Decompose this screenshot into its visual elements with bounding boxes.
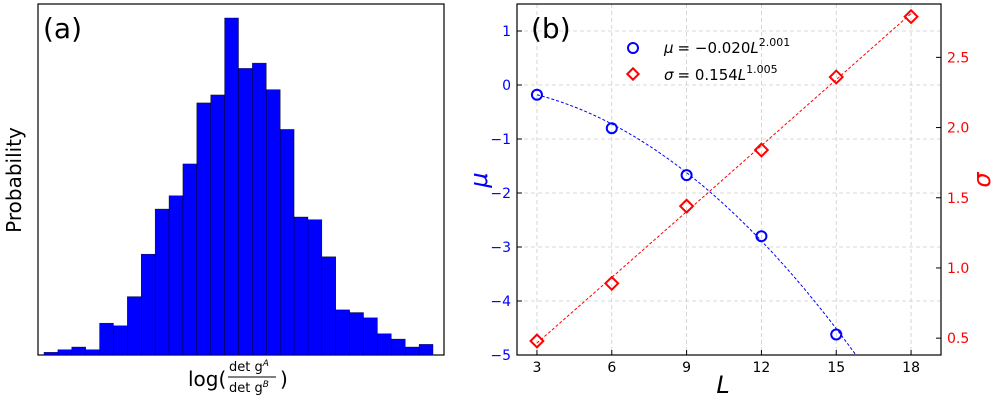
histogram-bar <box>418 344 434 356</box>
histogram-bar <box>321 256 336 356</box>
histogram-bar <box>71 346 86 356</box>
axis-ticks: 3 6 9 12 15 18 1 0 −1 −2 −3 −4 −5 0.5 1.0 1.5 2.0 2.5 <box>490 24 969 376</box>
histogram-bar <box>168 195 184 356</box>
y-axis-label-mu: μ <box>465 172 493 188</box>
histogram-bar <box>210 94 225 356</box>
histogram-bar <box>127 296 142 356</box>
x-tick-label: 6 <box>607 360 616 376</box>
data-point-circle <box>605 122 618 135</box>
x-axis-label-log-ratio: log( det gA det gB ) <box>188 359 288 396</box>
data-point-diamond <box>903 8 919 25</box>
xlabel-numerator: det gA <box>229 359 269 375</box>
fit-curve <box>536 94 857 355</box>
y-tick-label-left: −5 <box>490 348 511 364</box>
y-tick-label-right: 2.5 <box>947 50 969 66</box>
histogram-bars <box>43 17 434 356</box>
histogram-panel: (a) Probability log( det gA det gB ) <box>2 3 445 396</box>
histogram-bar <box>266 89 281 356</box>
histogram-bar <box>154 208 170 356</box>
data-point-diamond <box>603 275 620 292</box>
scatter-panel: 3 6 9 12 15 18 1 0 −1 −2 −3 −4 −5 0.5 1.0 1.5 2.0 2.5 (b)… <box>465 3 996 399</box>
data-point-circle <box>830 328 843 341</box>
x-tick-label: 12 <box>753 360 771 376</box>
x-axis-label-L: L <box>716 371 729 399</box>
histogram-bar <box>57 349 72 356</box>
legend-marker-mu <box>627 42 639 54</box>
histogram-bar <box>238 68 253 356</box>
fit-curves <box>536 13 912 355</box>
legend-marker-sigma <box>625 66 641 82</box>
histogram-bar <box>405 346 420 356</box>
histogram-bar <box>182 163 198 356</box>
histogram-bar <box>141 253 156 356</box>
x-tick-label: 18 <box>902 360 920 376</box>
y-axis-label-probability: Probability <box>2 127 26 233</box>
y-tick-label-right: 1.5 <box>947 191 969 207</box>
histogram-bar <box>224 17 239 356</box>
data-points <box>529 8 919 349</box>
legend-entry-sigma: σ = 0.154L1.005 <box>664 63 778 84</box>
histogram-bar <box>279 129 295 356</box>
data-point-diamond <box>753 142 770 158</box>
y-tick-label-left: −3 <box>490 240 511 256</box>
y-tick-label-left: −4 <box>490 294 511 310</box>
legend-entry-mu: μ = −0.020L2.001 <box>663 36 790 57</box>
histogram-bar <box>99 322 114 356</box>
histogram-bar <box>391 338 406 356</box>
y-tick-label-left: 0 <box>502 78 511 94</box>
xlabel-prefix: log( <box>188 367 226 391</box>
histogram-bar <box>43 352 59 356</box>
panel-label-a: (a) <box>43 12 82 45</box>
histogram-bar <box>293 216 309 356</box>
xlabel-denominator: det gB <box>229 380 269 396</box>
fit-curve <box>536 13 912 344</box>
legend: μ = −0.020L2.001 σ = 0.154L1.005 <box>625 36 790 84</box>
y-axis-label-sigma: σ <box>968 172 996 188</box>
y-tick-label-right: 2.0 <box>947 121 969 137</box>
histogram-bar <box>196 102 211 356</box>
histogram-bar <box>252 62 267 356</box>
histogram-bar <box>113 325 128 356</box>
y-tick-label-left: −1 <box>490 132 511 148</box>
scatter-frame <box>516 3 942 356</box>
x-tick-label: 3 <box>532 360 541 376</box>
data-point-diamond <box>828 69 845 85</box>
panel-label-b: (b) <box>531 12 571 45</box>
data-point-diamond <box>529 333 545 349</box>
data-point-circle <box>530 88 543 101</box>
data-point-circle <box>680 169 693 182</box>
data-point-circle <box>755 230 768 243</box>
histogram-bar <box>363 317 378 356</box>
data-point-diamond <box>678 198 695 214</box>
x-tick-label: 9 <box>682 360 691 376</box>
y-tick-label-left: 1 <box>502 24 511 40</box>
histogram-bar <box>307 219 323 356</box>
y-tick-label-right: 0.5 <box>947 331 969 347</box>
histogram-bar <box>335 309 350 356</box>
histogram-bar <box>349 312 364 356</box>
xlabel-suffix: ) <box>280 367 288 391</box>
y-tick-label-right: 1.0 <box>947 261 969 277</box>
histogram-bar <box>377 333 392 356</box>
histogram-bar <box>85 349 100 356</box>
y-tick-label-left: −2 <box>490 186 511 202</box>
x-tick-label: 15 <box>827 360 845 376</box>
